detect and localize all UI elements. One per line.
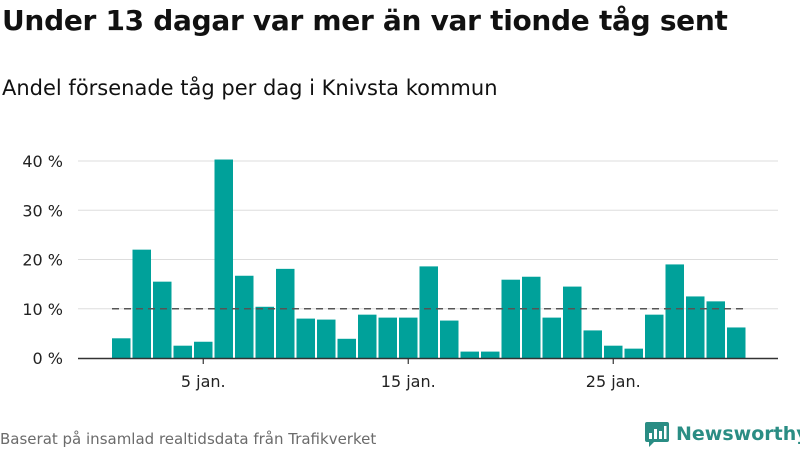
bar [460, 351, 479, 358]
y-tick-label: 40 % [22, 152, 63, 171]
bar [214, 159, 233, 358]
bar [686, 296, 705, 358]
bar [522, 276, 541, 358]
bar [337, 338, 356, 358]
bar [645, 314, 664, 358]
bar [583, 330, 602, 358]
bar [624, 348, 643, 358]
bar [481, 351, 500, 358]
bar [296, 318, 315, 358]
bar [419, 266, 438, 358]
bar [194, 341, 213, 358]
bar [235, 275, 254, 358]
brand-name: Newsworthy [676, 423, 800, 445]
bar [604, 345, 623, 358]
bar [563, 286, 582, 358]
bar [440, 320, 459, 358]
bar-chart: 0 % 10 % 20 % 30 % 40 % 5 jan. 15 jan. 25 jan. [22, 152, 778, 391]
y-tick-label: 0 % [33, 349, 63, 368]
bar [255, 306, 274, 358]
bar [542, 317, 561, 358]
chart-title: Under 13 dagar var mer än var tionde tåg… [2, 4, 728, 37]
brand-logo[interactable]: Newsworthy [644, 420, 800, 448]
bar [358, 314, 377, 358]
y-tick-label: 10 % [22, 300, 63, 319]
bar [153, 281, 172, 358]
bar [132, 249, 151, 358]
x-tick-label: 15 jan. [381, 372, 436, 391]
bar [173, 345, 192, 358]
y-tick-label: 20 % [22, 251, 63, 270]
bar [317, 319, 336, 358]
bar [276, 268, 295, 358]
x-tick-label: 5 jan. [181, 372, 226, 391]
chart-subtitle: Andel försenade tåg per dag i Knivsta ko… [2, 76, 498, 100]
bar [112, 338, 131, 358]
bar [378, 317, 397, 358]
newsworthy-logo-icon [645, 422, 669, 447]
bar [399, 317, 418, 358]
bar [727, 327, 746, 358]
y-tick-label: 30 % [22, 201, 63, 220]
x-tick-label: 25 jan. [586, 372, 641, 391]
bar [706, 301, 725, 358]
source-note: Baserat på insamlad realtidsdata från Tr… [0, 430, 377, 448]
bar [665, 264, 684, 358]
bar [501, 279, 520, 358]
